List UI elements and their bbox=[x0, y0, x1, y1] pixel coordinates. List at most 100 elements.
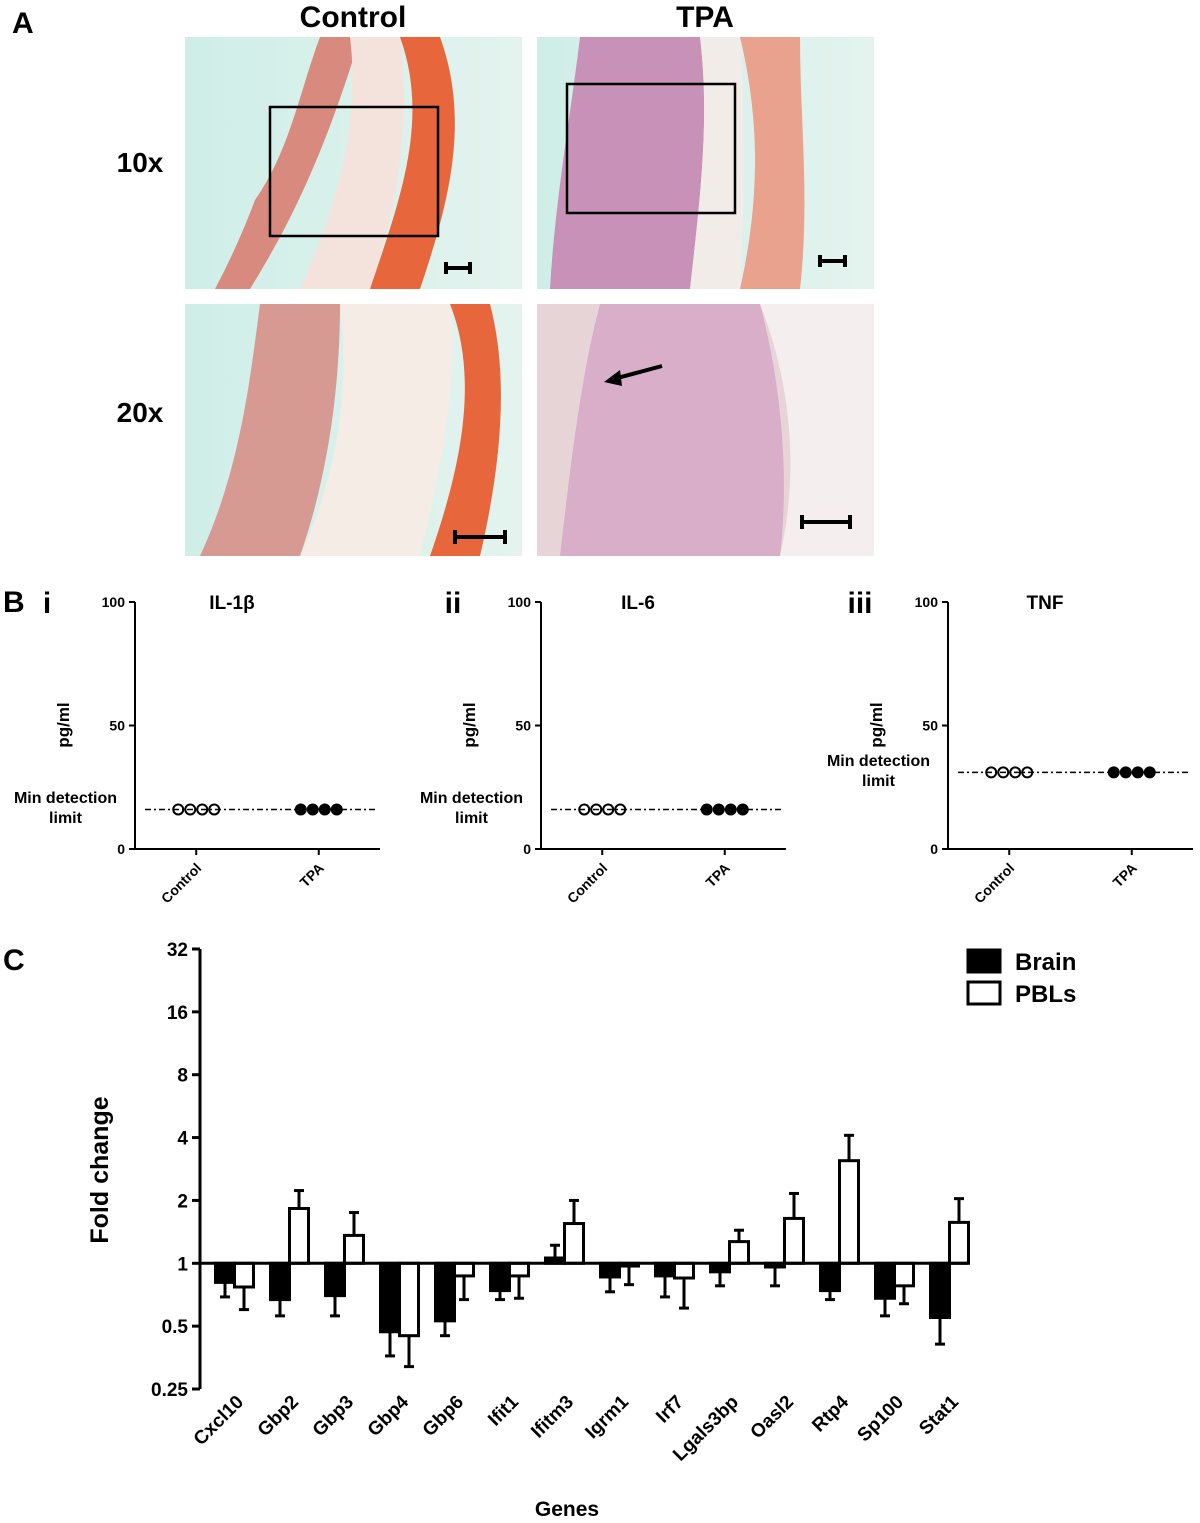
bar bbox=[489, 1261, 511, 1293]
x-tick-label: Cxcl10 bbox=[190, 1392, 248, 1450]
y-tick-label: 0.25 bbox=[151, 1380, 188, 1401]
legend-swatch bbox=[966, 980, 1002, 1006]
data-point bbox=[985, 766, 998, 779]
bar bbox=[508, 1261, 530, 1278]
bar bbox=[673, 1261, 695, 1280]
data-point bbox=[736, 803, 749, 816]
bar bbox=[783, 1216, 805, 1265]
subpanel-label: i bbox=[43, 587, 51, 620]
bar bbox=[269, 1261, 291, 1302]
micrograph-control-20x bbox=[185, 304, 522, 556]
bar bbox=[893, 1261, 915, 1288]
data-point bbox=[294, 803, 307, 816]
y-axis-label: Fold change bbox=[86, 1096, 114, 1243]
bar bbox=[214, 1261, 236, 1284]
detection-limit-label: Min detection limit bbox=[826, 753, 931, 791]
y-tick-label: 0 bbox=[930, 841, 938, 857]
bar bbox=[453, 1261, 475, 1278]
x-tick-label: TPA bbox=[1109, 860, 1139, 890]
y-tick-label: 0 bbox=[523, 841, 531, 857]
chart-title: IL-6 bbox=[621, 593, 655, 614]
x-axis-label: Genes bbox=[535, 1498, 599, 1521]
panel-label: A bbox=[12, 7, 34, 40]
data-point bbox=[184, 803, 197, 816]
x-tick-label: Rtp4 bbox=[808, 1391, 853, 1436]
bar bbox=[233, 1261, 255, 1289]
x-tick-label: Control bbox=[158, 860, 205, 907]
chart-title: IL-1β bbox=[209, 593, 254, 614]
y-tick-label: 50 bbox=[922, 718, 938, 734]
bar bbox=[654, 1261, 676, 1278]
legend-label: PBLs bbox=[1015, 981, 1076, 1008]
y-axis-label: pg/ml bbox=[867, 702, 886, 747]
data-point bbox=[724, 803, 737, 816]
micrograph-tpa-20x bbox=[537, 304, 874, 556]
column-label: Control bbox=[300, 1, 407, 34]
bar bbox=[929, 1261, 951, 1319]
legend-swatch bbox=[966, 948, 1002, 974]
micrograph-control-10x bbox=[185, 37, 522, 289]
column-label: TPA bbox=[676, 1, 734, 34]
y-tick-label: 0.5 bbox=[162, 1317, 189, 1338]
y-tick-label: 50 bbox=[515, 718, 531, 734]
bar bbox=[563, 1222, 585, 1265]
y-tick-label: 4 bbox=[177, 1129, 188, 1150]
data-point bbox=[330, 803, 343, 816]
x-tick-label: Igrm1 bbox=[582, 1391, 634, 1443]
bar bbox=[434, 1261, 456, 1323]
row-label: 20x bbox=[117, 397, 164, 428]
data-point bbox=[1143, 766, 1156, 779]
data-point bbox=[196, 803, 209, 816]
y-tick-label: 100 bbox=[508, 594, 532, 610]
data-point bbox=[614, 803, 627, 816]
bar bbox=[343, 1233, 365, 1265]
y-tick-label: 2 bbox=[177, 1191, 188, 1212]
bar bbox=[398, 1261, 420, 1338]
micrograph-tpa-10x bbox=[537, 37, 874, 289]
bar bbox=[819, 1261, 841, 1293]
x-tick-label: TPA bbox=[702, 860, 732, 890]
bar bbox=[874, 1261, 896, 1300]
data-point bbox=[1021, 766, 1034, 779]
data-point bbox=[997, 766, 1010, 779]
bar bbox=[838, 1159, 860, 1265]
y-tick-label: 16 bbox=[167, 1003, 188, 1024]
data-point bbox=[208, 803, 221, 816]
data-point bbox=[1119, 766, 1132, 779]
subpanel-label: iii bbox=[847, 587, 872, 620]
y-tick-label: 100 bbox=[915, 594, 939, 610]
y-tick-label: 100 bbox=[102, 594, 126, 610]
x-tick-label: Oasl2 bbox=[747, 1392, 798, 1443]
x-tick-label: Stat1 bbox=[915, 1391, 963, 1439]
x-tick-label: Control bbox=[564, 860, 611, 907]
data-point bbox=[1131, 766, 1144, 779]
y-tick-label: 32 bbox=[167, 940, 188, 961]
data-point bbox=[700, 803, 713, 816]
x-tick-label: Irf7 bbox=[652, 1392, 688, 1428]
data-point bbox=[172, 803, 185, 816]
data-point bbox=[318, 803, 331, 816]
x-tick-label: Sp100 bbox=[854, 1392, 908, 1446]
x-tick-label: Control bbox=[971, 860, 1018, 907]
bar bbox=[288, 1206, 310, 1265]
bar bbox=[599, 1261, 621, 1279]
data-point bbox=[1107, 766, 1120, 779]
x-tick-label: Ifit1 bbox=[484, 1391, 523, 1430]
y-tick-label: 50 bbox=[109, 718, 125, 734]
x-tick-label: Gbp4 bbox=[364, 1391, 413, 1440]
panel-label: B bbox=[3, 586, 25, 619]
bar bbox=[379, 1261, 401, 1334]
bar bbox=[948, 1220, 970, 1265]
data-point bbox=[306, 803, 319, 816]
x-tick-label: TPA bbox=[296, 860, 326, 890]
detection-limit-label: Min detection limit bbox=[13, 790, 118, 828]
y-tick-label: 1 bbox=[177, 1254, 188, 1275]
bar bbox=[728, 1240, 750, 1265]
data-point bbox=[1009, 766, 1022, 779]
bar bbox=[324, 1261, 346, 1298]
y-tick-label: 8 bbox=[177, 1066, 188, 1087]
panel-label: C bbox=[3, 944, 25, 977]
x-tick-label: Gbp2 bbox=[254, 1392, 303, 1441]
